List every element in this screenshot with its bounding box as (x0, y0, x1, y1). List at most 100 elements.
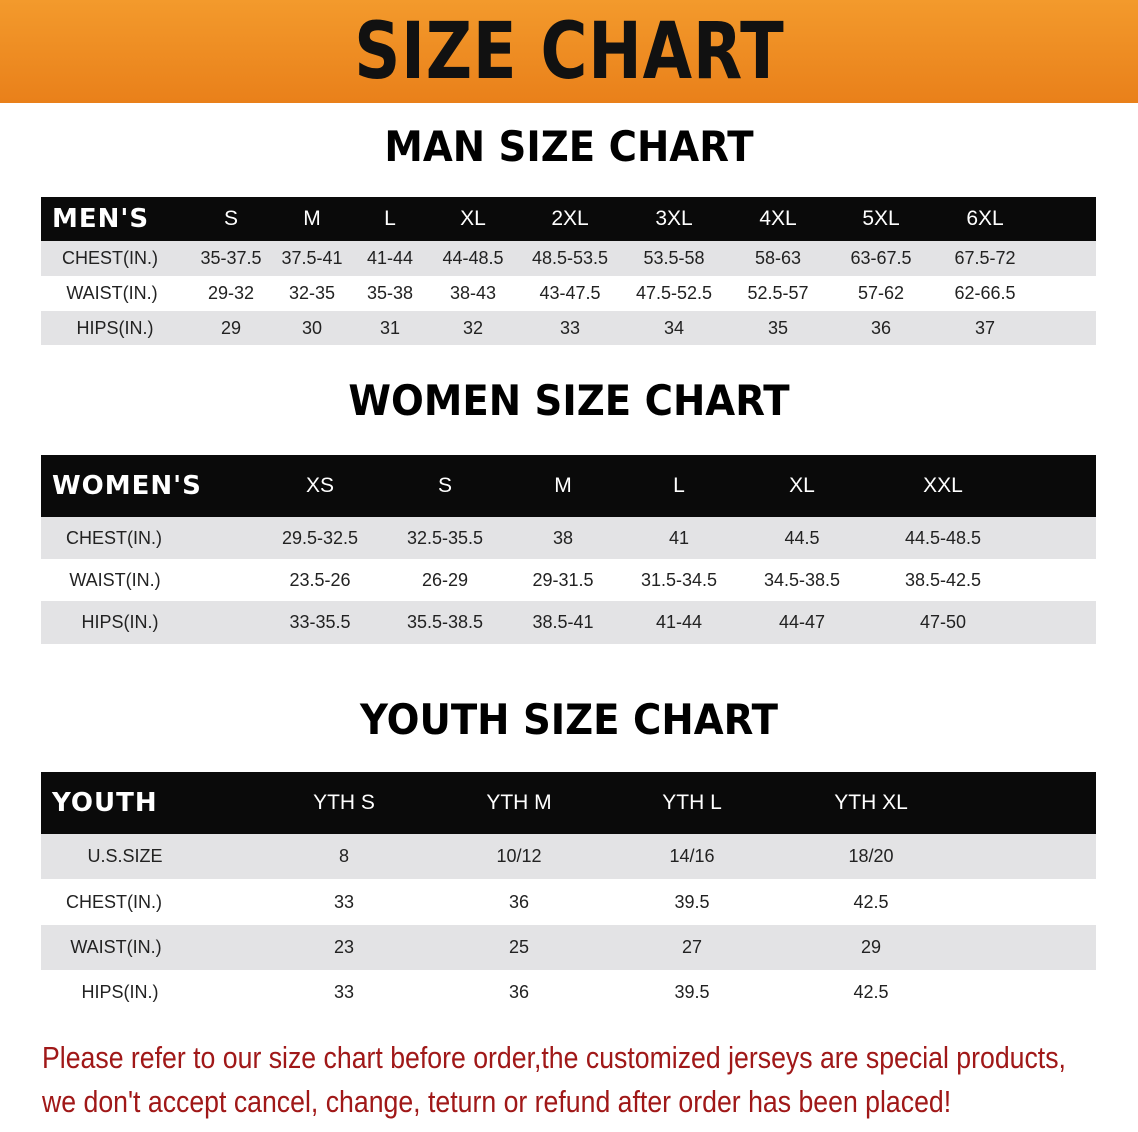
youth-section-title: YOUTH SIZE CHART (359, 695, 779, 744)
order-notice-line-1: Please refer to our size chart before or… (42, 1040, 1066, 1075)
table-row: WAIST(IN.) 23 25 27 29 (41, 925, 1096, 970)
row-label: CHEST(IN.) (62, 248, 158, 268)
table-cell: 62-66.5 (954, 283, 1016, 303)
order-notice-line-2: we don't accept cancel, change, teturn o… (42, 1084, 952, 1119)
table-cell: 33-35.5 (289, 612, 351, 632)
row-label: HIPS(IN.) (81, 982, 159, 1002)
table-cell: 37 (974, 317, 996, 338)
table-cell: 33 (333, 891, 355, 912)
size-column-header: 4XL (759, 207, 797, 230)
table-cell: 32 (462, 317, 484, 338)
youth-size-table: YOUTH YTH S YTH M YTH L YTH XL U.S.SIZE 8 10/12… (41, 772, 1096, 1015)
header-label: YOUTH (52, 788, 158, 818)
table-cell: 29 (220, 317, 242, 338)
table-cell: 41-44 (655, 612, 703, 632)
size-column-header: 5XL (862, 207, 900, 230)
size-column-header: XS (305, 474, 335, 497)
table-cell: 29-31.5 (532, 569, 594, 590)
size-column-header: S (223, 207, 239, 230)
table-cell: 33 (559, 317, 581, 338)
row-label: WAIST(IN.) (66, 283, 158, 303)
table-cell: 26-29 (421, 569, 469, 590)
table-cell: 29.5-32.5 (281, 527, 359, 548)
table-cell: 52.5-57 (747, 283, 809, 303)
table-cell: 35.5-38.5 (406, 612, 484, 632)
table-cell: 34.5-38.5 (763, 569, 841, 590)
table-cell: 44.5-48.5 (904, 527, 982, 548)
table-cell: 37.5-41 (281, 248, 343, 268)
header-label: WOMEN'S (52, 471, 202, 501)
size-column-header: M (554, 474, 572, 497)
table-cell: 34 (663, 317, 685, 338)
size-column-header: 2XL (551, 207, 589, 230)
table-cell: 29-32 (207, 283, 255, 303)
table-cell: 33 (333, 982, 355, 1002)
table-row: HIPS(IN.) 29 30 31 32 33 34 35 36 37 (41, 311, 1096, 345)
women-section-title: WOMEN SIZE CHART (348, 376, 790, 425)
table-cell: 32-35 (288, 283, 336, 303)
table-cell: 47.5-52.5 (635, 283, 713, 303)
table-header-row: WOMEN'S XS S M L XL XXL (41, 455, 1096, 517)
table-header-row: YOUTH YTH S YTH M YTH L YTH XL (41, 772, 1096, 834)
table-cell: 14/16 (669, 846, 715, 866)
table-cell: 47-50 (919, 612, 967, 632)
size-column-header: L (673, 474, 685, 497)
row-label: WAIST(IN.) (70, 937, 162, 957)
size-column-header: L (384, 207, 396, 230)
table-row: CHEST(IN.) 29.5-32.5 32.5-35.5 38 41 44.5 44.5… (41, 517, 1096, 559)
table-cell: 38.5-42.5 (904, 569, 982, 590)
table-cell: 36 (508, 891, 530, 912)
row-label: HIPS(IN.) (76, 317, 154, 338)
size-column-header: 6XL (966, 207, 1004, 230)
row-label: U.S.SIZE (87, 846, 163, 866)
table-cell: 35 (767, 317, 789, 338)
table-cell: 18/20 (848, 846, 894, 866)
table-cell: 35-37.5 (200, 248, 262, 268)
table-cell: 48.5-53.5 (531, 248, 609, 268)
size-column-header: M (303, 207, 321, 230)
table-cell: 38.5-41 (532, 612, 594, 632)
size-column-header: YTH XL (834, 791, 908, 814)
banner-title: SIZE CHART (353, 6, 785, 97)
table-cell: 41-44 (366, 248, 414, 268)
table-cell: 30 (301, 317, 323, 338)
table-cell: 57-62 (857, 283, 905, 303)
size-column-header: S (437, 474, 453, 497)
table-header-row: MEN'S S M L XL 2XL 3XL 4XL 5XL 6XL (41, 197, 1096, 241)
table-row: U.S.SIZE 8 10/12 14/16 18/20 (41, 834, 1096, 879)
table-cell: 58-63 (754, 248, 802, 268)
table-cell: 36 (870, 317, 892, 338)
table-row: WAIST(IN.) 23.5-26 26-29 29-31.5 31.5-34.5 34… (41, 559, 1096, 601)
table-cell: 38 (552, 527, 574, 548)
table-cell: 23 (333, 937, 355, 957)
table-cell: 38-43 (449, 283, 497, 303)
table-cell: 27 (681, 937, 703, 957)
size-column-header: XL (789, 474, 815, 497)
size-column-header: 3XL (655, 207, 693, 230)
size-column-header: YTH S (313, 791, 375, 814)
table-cell: 31 (379, 317, 401, 338)
table-cell: 44.5 (784, 527, 820, 548)
table-cell: 43-47.5 (539, 283, 601, 303)
men-section-title: MAN SIZE CHART (384, 122, 754, 171)
table-row: HIPS(IN.) 33-35.5 35.5-38.5 38.5-41 41-44 44-… (41, 601, 1096, 644)
table-cell: 42.5 (853, 982, 889, 1002)
size-column-header: YTH M (486, 791, 552, 814)
size-column-header: YTH L (662, 791, 722, 814)
table-cell: 32.5-35.5 (406, 527, 484, 548)
table-row: CHEST(IN.) 33 36 39.5 42.5 (41, 879, 1096, 925)
table-row: HIPS(IN.) 33 36 39.5 42.5 (41, 970, 1096, 1015)
size-column-header: XXL (923, 474, 963, 497)
header-label: MEN'S (52, 204, 150, 234)
table-cell: 10/12 (496, 846, 542, 866)
table-cell: 44-47 (778, 612, 826, 632)
size-column-header: XL (460, 207, 486, 230)
row-label: HIPS(IN.) (81, 612, 159, 632)
table-cell: 42.5 (853, 891, 889, 912)
women-size-table: WOMEN'S XS S M L XL XXL CHEST(IN.) 29.5-32.5 32.5… (41, 455, 1096, 644)
table-cell: 44-48.5 (442, 248, 504, 268)
row-label: CHEST(IN.) (66, 891, 162, 912)
table-cell: 53.5-58 (643, 248, 705, 268)
table-cell: 67.5-72 (954, 248, 1016, 268)
order-notice: Please refer to our size chart before or… (42, 1036, 1117, 1124)
